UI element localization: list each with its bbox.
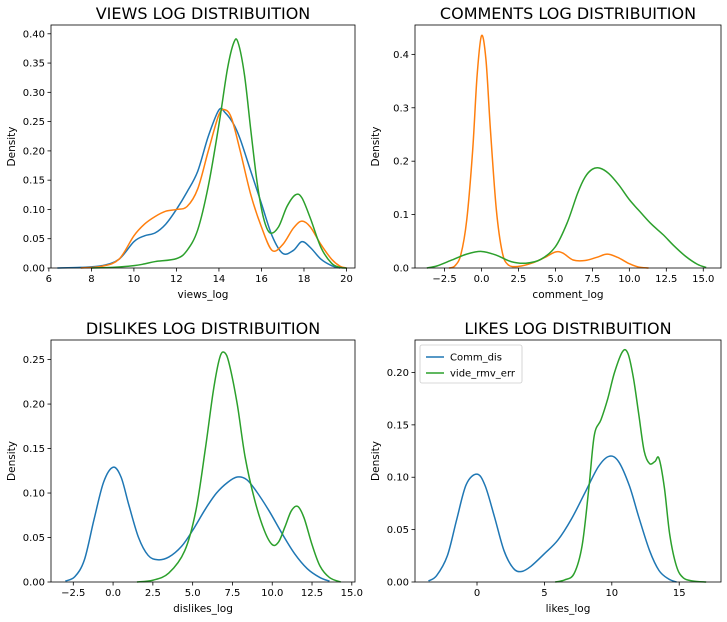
x-tick-label: 15.0	[341, 588, 363, 599]
series-line-green	[91, 38, 347, 269]
chart-title: LIKES LOG DISTRIBUITION	[464, 319, 671, 338]
series-line-orange	[80, 108, 347, 269]
plot-frame	[414, 24, 722, 269]
x-tick-label: 2.5	[145, 588, 161, 599]
chart-panel-3: DISLIKES LOG DISTRIBUITION −2.5 0.0 2.5 5.0 7…	[6, 319, 363, 615]
y-tick-label: 0.15	[387, 420, 409, 431]
legend-box	[419, 344, 523, 384]
legend: Comm_dis vide_rmv_err	[419, 344, 523, 384]
y-axis-label: Density	[6, 441, 18, 481]
y-tick-label: 0.05	[23, 234, 45, 245]
x-tick-label: 10	[605, 588, 618, 599]
y-tick-label: 0.25	[23, 355, 45, 366]
x-tick-label: 0.0	[105, 588, 121, 599]
y-axis-label: Density	[370, 127, 382, 167]
x-tick-label: 10	[128, 274, 141, 285]
x-tick-label: 14	[213, 274, 226, 285]
x-tick-label: 12	[170, 274, 183, 285]
plot-frame	[50, 24, 356, 269]
y-tick-label: 0.10	[387, 473, 409, 484]
series-line-blue	[428, 455, 677, 583]
x-tick-label: 20	[340, 274, 353, 285]
chart-panel-1: VIEWS LOG DISTRIBUITION 6 8 10 12 14 16 18 20 0.0…	[6, 4, 356, 301]
y-axis-label: Density	[6, 127, 18, 167]
series-line-blue	[65, 466, 330, 582]
y-tick-label: 0.05	[387, 525, 409, 536]
x-tick-label: 0.0	[474, 274, 490, 285]
x-tick-label: 6	[46, 274, 52, 285]
series-line-orange	[448, 34, 649, 269]
y-tick-label: 0.40	[23, 29, 45, 40]
x-tick-label: 18	[298, 274, 311, 285]
y-tick-label: 0.25	[23, 117, 45, 128]
x-tick-label: 10.0	[261, 588, 283, 599]
x-tick-label: 12.5	[301, 588, 323, 599]
x-axis-label: comment_log	[532, 289, 603, 301]
y-tick-label: 0.4	[393, 50, 409, 61]
x-tick-label: 15.0	[692, 274, 714, 285]
x-tick-label: 8	[88, 274, 94, 285]
x-tick-label: 2.5	[511, 274, 527, 285]
y-tick-label: 0.20	[387, 368, 409, 379]
y-tick-label: 0.00	[387, 578, 409, 589]
series-line-green	[136, 351, 341, 583]
x-tick-label: 7.5	[584, 274, 600, 285]
plot-frame	[414, 339, 722, 583]
x-tick-label: −2.5	[61, 588, 85, 599]
y-tick-label: 0.15	[23, 444, 45, 455]
series-line-green	[555, 348, 707, 583]
y-tick-label: 0.35	[23, 59, 45, 70]
x-axis-label: dislikes_log	[173, 603, 233, 615]
y-tick-label: 0.05	[23, 533, 45, 544]
y-tick-label: 0.30	[23, 88, 45, 99]
chart-title: COMMENTS LOG DISTRIBUITION	[440, 4, 696, 23]
chart-panel-4: LIKES LOG DISTRIBUITION 0 5 10 15 0.00 0.05 0.1…	[370, 319, 722, 615]
legend-entry-label: Comm_dis	[450, 353, 502, 364]
y-tick-label: 0.20	[23, 146, 45, 157]
x-tick-label: 0	[474, 588, 480, 599]
y-axis-label: Density	[370, 441, 382, 481]
x-tick-label: 5.0	[185, 588, 201, 599]
x-axis-label: views_log	[178, 289, 229, 301]
y-tick-label: 0.1	[393, 210, 409, 221]
x-tick-label: 15	[673, 588, 686, 599]
x-tick-label: 16	[255, 274, 268, 285]
y-tick-label: 0.15	[23, 176, 45, 187]
y-tick-label: 0.00	[23, 578, 45, 589]
legend-entry-label: vide_rmv_err	[450, 369, 516, 380]
y-tick-label: 0.10	[23, 205, 45, 216]
chart-title: DISLIKES LOG DISTRIBUITION	[86, 319, 320, 338]
y-tick-label: 0.2	[393, 157, 409, 168]
y-tick-label: 0.00	[23, 264, 45, 275]
y-tick-label: 0.3	[393, 103, 409, 114]
x-tick-label: −2.5	[432, 274, 456, 285]
chart-panel-2: COMMENTS LOG DISTRIBUITION −2.5 0.0 2.5 5.0 7…	[370, 4, 722, 301]
y-tick-label: 0.10	[23, 489, 45, 500]
x-tick-label: 10.0	[618, 274, 640, 285]
x-tick-label: 5.0	[547, 274, 563, 285]
x-axis-label: likes_log	[546, 603, 591, 615]
series-line-green	[426, 167, 707, 269]
plot-frame	[50, 339, 356, 583]
x-tick-label: 12.5	[655, 274, 677, 285]
x-tick-label: 7.5	[224, 588, 240, 599]
y-tick-label: 0.20	[23, 400, 45, 411]
chart-title: VIEWS LOG DISTRIBUITION	[96, 4, 311, 23]
y-tick-label: 0.0	[393, 264, 409, 275]
x-tick-label: 5	[541, 588, 547, 599]
